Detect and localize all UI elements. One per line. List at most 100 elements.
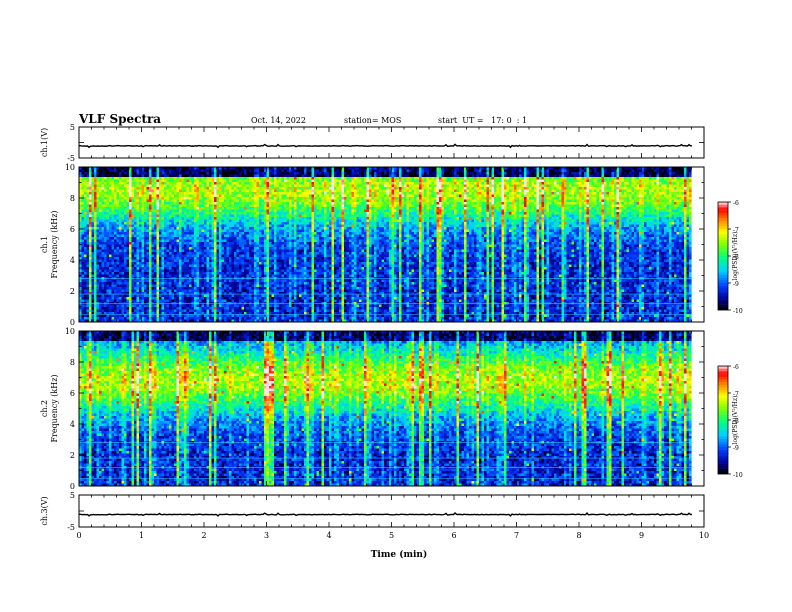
spectrogram-cell	[166, 184, 170, 188]
spectrogram-cell	[261, 189, 265, 193]
spectrogram-cell	[216, 314, 220, 318]
spectrogram-cell	[194, 169, 197, 173]
spectrogram-cell	[159, 167, 162, 170]
spectrogram-cell	[209, 214, 212, 218]
spectrogram-cell	[169, 287, 172, 290]
spectrogram-cell	[206, 167, 210, 170]
spectrogram-cell	[84, 289, 87, 293]
spectrogram-cell	[104, 279, 107, 283]
spectrogram-cell	[89, 262, 92, 265]
spectrogram-cell	[184, 232, 187, 235]
spectrogram-cell	[109, 189, 112, 193]
spectrogram-cell	[201, 169, 205, 173]
spectrogram-cell	[196, 182, 200, 185]
spectrogram-cell	[81, 307, 85, 310]
spectrogram-cell	[124, 214, 127, 218]
spectrogram-cell	[229, 182, 232, 185]
spectrogram-cell	[79, 217, 82, 220]
spectrogram-cell	[271, 237, 275, 240]
spectrogram-cell	[204, 284, 207, 288]
spectrogram-cell	[239, 224, 242, 228]
spectrogram-cell	[99, 197, 102, 200]
spectrogram-cell	[151, 249, 155, 253]
spectrogram-cell	[111, 284, 115, 288]
spectrogram-cell	[111, 309, 115, 313]
spectrogram-cell	[91, 194, 95, 198]
spectrogram-cell	[144, 307, 147, 310]
spectrogram-cell	[251, 232, 255, 235]
spectrogram-cell	[179, 207, 182, 210]
spectrogram-cell	[159, 207, 162, 210]
spectrogram-cell	[236, 169, 240, 173]
spectrogram-cell	[144, 217, 147, 220]
spectrogram-cell	[119, 257, 122, 260]
spectrogram-cell	[126, 204, 130, 208]
spectrogram-cell	[264, 209, 267, 213]
spectrogram-cell	[234, 227, 237, 230]
spectrogram-cell	[189, 232, 192, 235]
spectrogram-cell	[164, 277, 167, 280]
spectrogram-cell	[199, 187, 202, 190]
spectrogram-cell	[114, 174, 117, 178]
spectrogram-cell	[149, 182, 152, 185]
spectrogram-cell	[244, 239, 247, 243]
spectrogram-cell	[214, 209, 217, 213]
spectrogram-cell	[114, 207, 117, 210]
spectrogram-cell	[174, 247, 177, 250]
spectrogram-cell	[246, 197, 250, 200]
spectrogram-cell	[104, 204, 107, 208]
spectrogram-cell	[144, 214, 147, 218]
spectrogram-cell	[246, 194, 250, 198]
spectrogram-cell	[104, 317, 107, 320]
spectrogram-cell	[194, 252, 197, 255]
spectrogram-cell	[176, 177, 180, 180]
spectrogram-cell	[194, 177, 197, 180]
spectrogram-cell	[179, 242, 182, 245]
spectrogram-cell	[154, 209, 157, 213]
spectrogram-cell	[149, 192, 152, 195]
spectrogram-cell	[221, 244, 225, 248]
spectrogram-cell	[114, 187, 117, 190]
spectrogram-cell	[254, 197, 257, 200]
spectrogram-cell	[144, 204, 147, 208]
spectrogram-cell	[241, 222, 245, 225]
spectrogram-cell	[91, 179, 95, 183]
spectrogram-cell	[106, 234, 110, 238]
spectrogram-cell	[136, 212, 140, 215]
spectrogram-cell	[159, 314, 162, 318]
spectrogram-cell	[121, 289, 125, 293]
spectrogram-cell	[194, 274, 197, 278]
spectrogram-cell	[249, 257, 252, 260]
spectrogram-cell	[256, 242, 260, 245]
spectrogram-cell	[144, 282, 147, 285]
spectrogram-cell	[189, 239, 192, 243]
spectrogram-cell	[196, 269, 200, 273]
spectrogram-cell	[261, 307, 265, 310]
spectrogram-cell	[201, 277, 205, 280]
spectrogram-cell	[164, 194, 167, 198]
spectrogram-cell	[201, 214, 205, 218]
spectrogram-cell	[79, 177, 82, 180]
spectrogram-cell	[174, 284, 177, 288]
spectrogram-cell	[91, 297, 95, 300]
spectrogram-cell	[264, 292, 267, 295]
spectrogram-cell	[84, 259, 87, 263]
spectrogram-cell	[241, 174, 245, 178]
spectrogram-cell	[164, 262, 167, 265]
spectrogram-cell	[251, 242, 255, 245]
spectrogram-cell	[161, 204, 165, 208]
spectrogram-cell	[229, 314, 232, 318]
spectrogram-cell	[91, 234, 95, 238]
spectrogram-cell	[244, 184, 247, 188]
spectrogram-cell	[139, 194, 142, 198]
spectrogram-cell	[91, 244, 95, 248]
spectrogram-cell	[106, 274, 110, 278]
spectrogram-cell	[84, 274, 87, 278]
spectrogram-cell	[116, 184, 120, 188]
spectrogram-cell	[131, 292, 135, 295]
spectrogram-cell	[176, 219, 180, 223]
spectrogram-cell	[131, 282, 135, 285]
spectrogram-cell	[236, 189, 240, 193]
spectrogram-cell	[184, 259, 187, 263]
spectrogram-cell	[141, 214, 145, 218]
